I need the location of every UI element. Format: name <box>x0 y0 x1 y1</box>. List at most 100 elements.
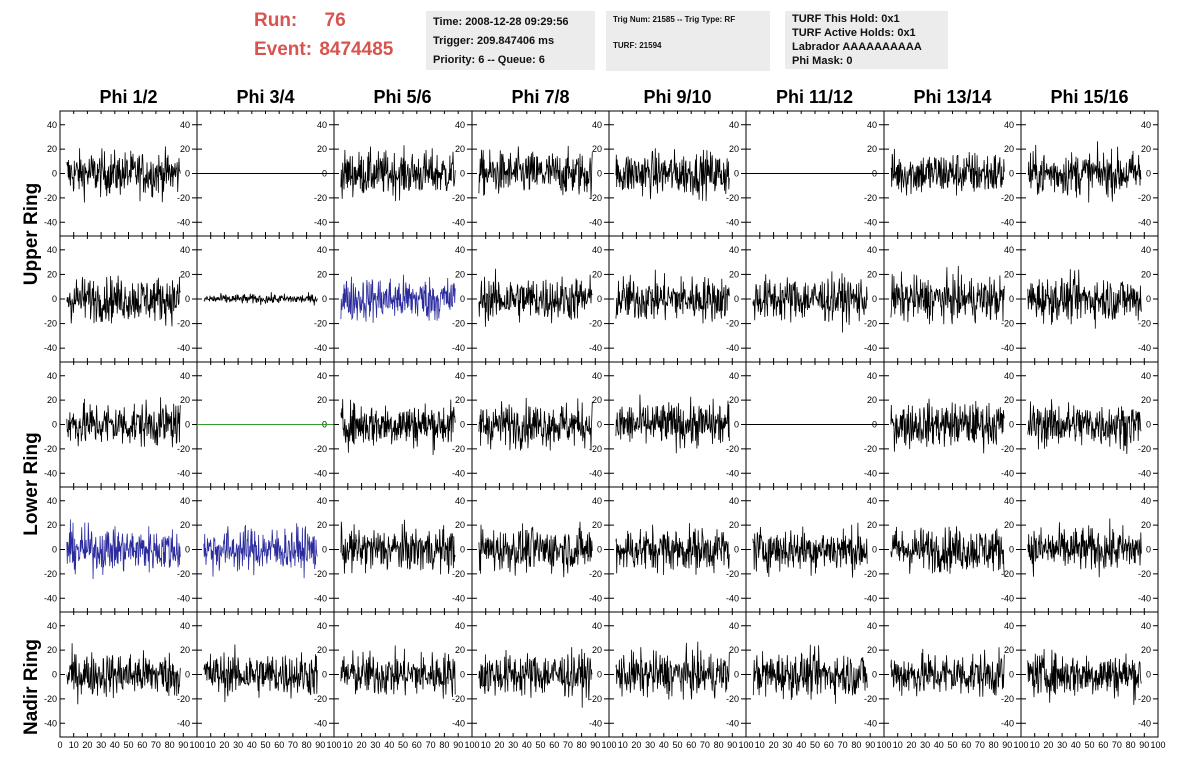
y-tick-label: -40 <box>177 593 190 603</box>
y-tick-label: -20 <box>1001 569 1014 579</box>
y-tick-label: 0 <box>52 294 57 304</box>
x-tick-label: 10 <box>206 740 216 750</box>
y-tick-label: -20 <box>177 444 190 454</box>
y-tick-label: 0 <box>322 294 327 304</box>
y-tick-label: 40 <box>317 245 327 255</box>
waveform-trace <box>752 644 868 704</box>
y-tick-label: -40 <box>452 468 465 478</box>
y-tick-label: -40 <box>726 718 739 728</box>
y-tick-label: 20 <box>47 520 57 530</box>
y-tick-label: 40 <box>592 120 602 130</box>
x-tick-label: 30 <box>920 740 930 750</box>
y-tick-label: 20 <box>180 144 190 154</box>
y-tick-label: -40 <box>864 593 877 603</box>
y-tick-label: -20 <box>1138 193 1151 203</box>
column-header-phi-7-8: Phi 7/8 <box>511 87 570 107</box>
x-tick-label: 20 <box>769 740 779 750</box>
run-value: 76 <box>324 10 346 31</box>
x-tick-label: 100 <box>464 740 479 750</box>
y-tick-label: 0 <box>52 420 57 430</box>
waveform-trace <box>752 522 868 578</box>
waveform-trace <box>340 145 456 202</box>
y-tick-label: -40 <box>44 718 57 728</box>
waveform-trace <box>203 292 318 306</box>
x-tick-label: 70 <box>426 740 436 750</box>
x-tick-label: 100 <box>738 740 753 750</box>
y-tick-label: -40 <box>589 593 602 603</box>
x-tick-label: 50 <box>123 740 133 750</box>
y-tick-label: -20 <box>44 694 57 704</box>
y-tick-label: 20 <box>455 269 465 279</box>
y-tick-label: 20 <box>729 520 739 530</box>
x-tick-label: 100 <box>189 740 204 750</box>
y-tick-label: 40 <box>180 120 190 130</box>
info-phi-mask: Phi Mask: 0 <box>792 55 853 67</box>
y-tick-label: -20 <box>589 193 602 203</box>
y-tick-label: -20 <box>589 319 602 329</box>
x-tick-label: 90 <box>590 740 600 750</box>
waveform-trace <box>890 148 1005 196</box>
y-tick-label: -40 <box>44 217 57 227</box>
x-tick-label: 90 <box>315 740 325 750</box>
y-tick-label: -40 <box>177 718 190 728</box>
y-tick-label: 40 <box>317 621 327 631</box>
y-tick-label: -20 <box>44 319 57 329</box>
y-tick-label: -40 <box>314 343 327 353</box>
x-tick-label: 70 <box>1112 740 1122 750</box>
y-tick-label: 0 <box>597 670 602 680</box>
y-tick-label: 40 <box>867 245 877 255</box>
y-tick-label: 40 <box>592 496 602 506</box>
y-tick-label: 20 <box>729 645 739 655</box>
column-header-phi-3-4: Phi 3/4 <box>236 87 295 107</box>
waveform-trace <box>890 647 1005 697</box>
y-tick-label: -40 <box>452 217 465 227</box>
y-tick-label: 0 <box>185 545 190 555</box>
y-tick-label: -20 <box>1001 193 1014 203</box>
column-header-phi-9-10: Phi 9/10 <box>643 87 712 107</box>
info-turf-hold: TURF This Hold: 0x1 <box>792 13 900 25</box>
y-tick-label: 20 <box>592 269 602 279</box>
y-tick-label: 40 <box>317 120 327 130</box>
y-tick-label: 40 <box>455 496 465 506</box>
y-tick-label: 40 <box>867 621 877 631</box>
column-header-phi-1-2: Phi 1/2 <box>99 87 158 107</box>
info-turf-active: TURF Active Holds: 0x1 <box>792 27 916 39</box>
y-tick-label: 40 <box>592 371 602 381</box>
x-tick-label: 100 <box>1150 740 1165 750</box>
x-tick-label: 40 <box>1071 740 1081 750</box>
y-tick-label: 0 <box>734 294 739 304</box>
y-tick-label: -40 <box>177 468 190 478</box>
info-priority: Priority: 6 -- Queue: 6 <box>433 54 545 66</box>
y-tick-label: 0 <box>872 294 877 304</box>
waveform-trace <box>1027 141 1142 203</box>
y-tick-label: -20 <box>44 569 57 579</box>
y-tick-label: -20 <box>44 444 57 454</box>
x-tick-label: 40 <box>659 740 669 750</box>
y-tick-label: 0 <box>1009 670 1014 680</box>
y-tick-label: 40 <box>729 496 739 506</box>
column-header-phi-13-14: Phi 13/14 <box>913 87 992 107</box>
x-tick-label: 0 <box>57 740 62 750</box>
x-tick-label: 50 <box>1084 740 1094 750</box>
y-tick-label: 20 <box>867 395 877 405</box>
y-tick-label: 20 <box>317 269 327 279</box>
y-tick-label: -20 <box>864 694 877 704</box>
waveform-trace <box>1027 518 1142 578</box>
y-tick-label: -40 <box>177 343 190 353</box>
y-tick-label: -20 <box>864 193 877 203</box>
y-tick-label: 40 <box>1004 245 1014 255</box>
x-tick-label: 40 <box>247 740 257 750</box>
y-tick-label: -40 <box>864 718 877 728</box>
waveform-trace <box>615 148 730 202</box>
y-tick-label: 0 <box>185 670 190 680</box>
x-tick-label: 10 <box>893 740 903 750</box>
y-tick-label: -20 <box>452 193 465 203</box>
y-tick-label: 20 <box>867 144 877 154</box>
y-tick-label: -20 <box>589 444 602 454</box>
y-tick-label: -40 <box>864 468 877 478</box>
y-tick-label: -40 <box>1138 593 1151 603</box>
y-tick-label: -40 <box>452 343 465 353</box>
x-tick-label: 100 <box>326 740 341 750</box>
y-tick-label: -40 <box>726 217 739 227</box>
y-tick-label: 20 <box>729 144 739 154</box>
